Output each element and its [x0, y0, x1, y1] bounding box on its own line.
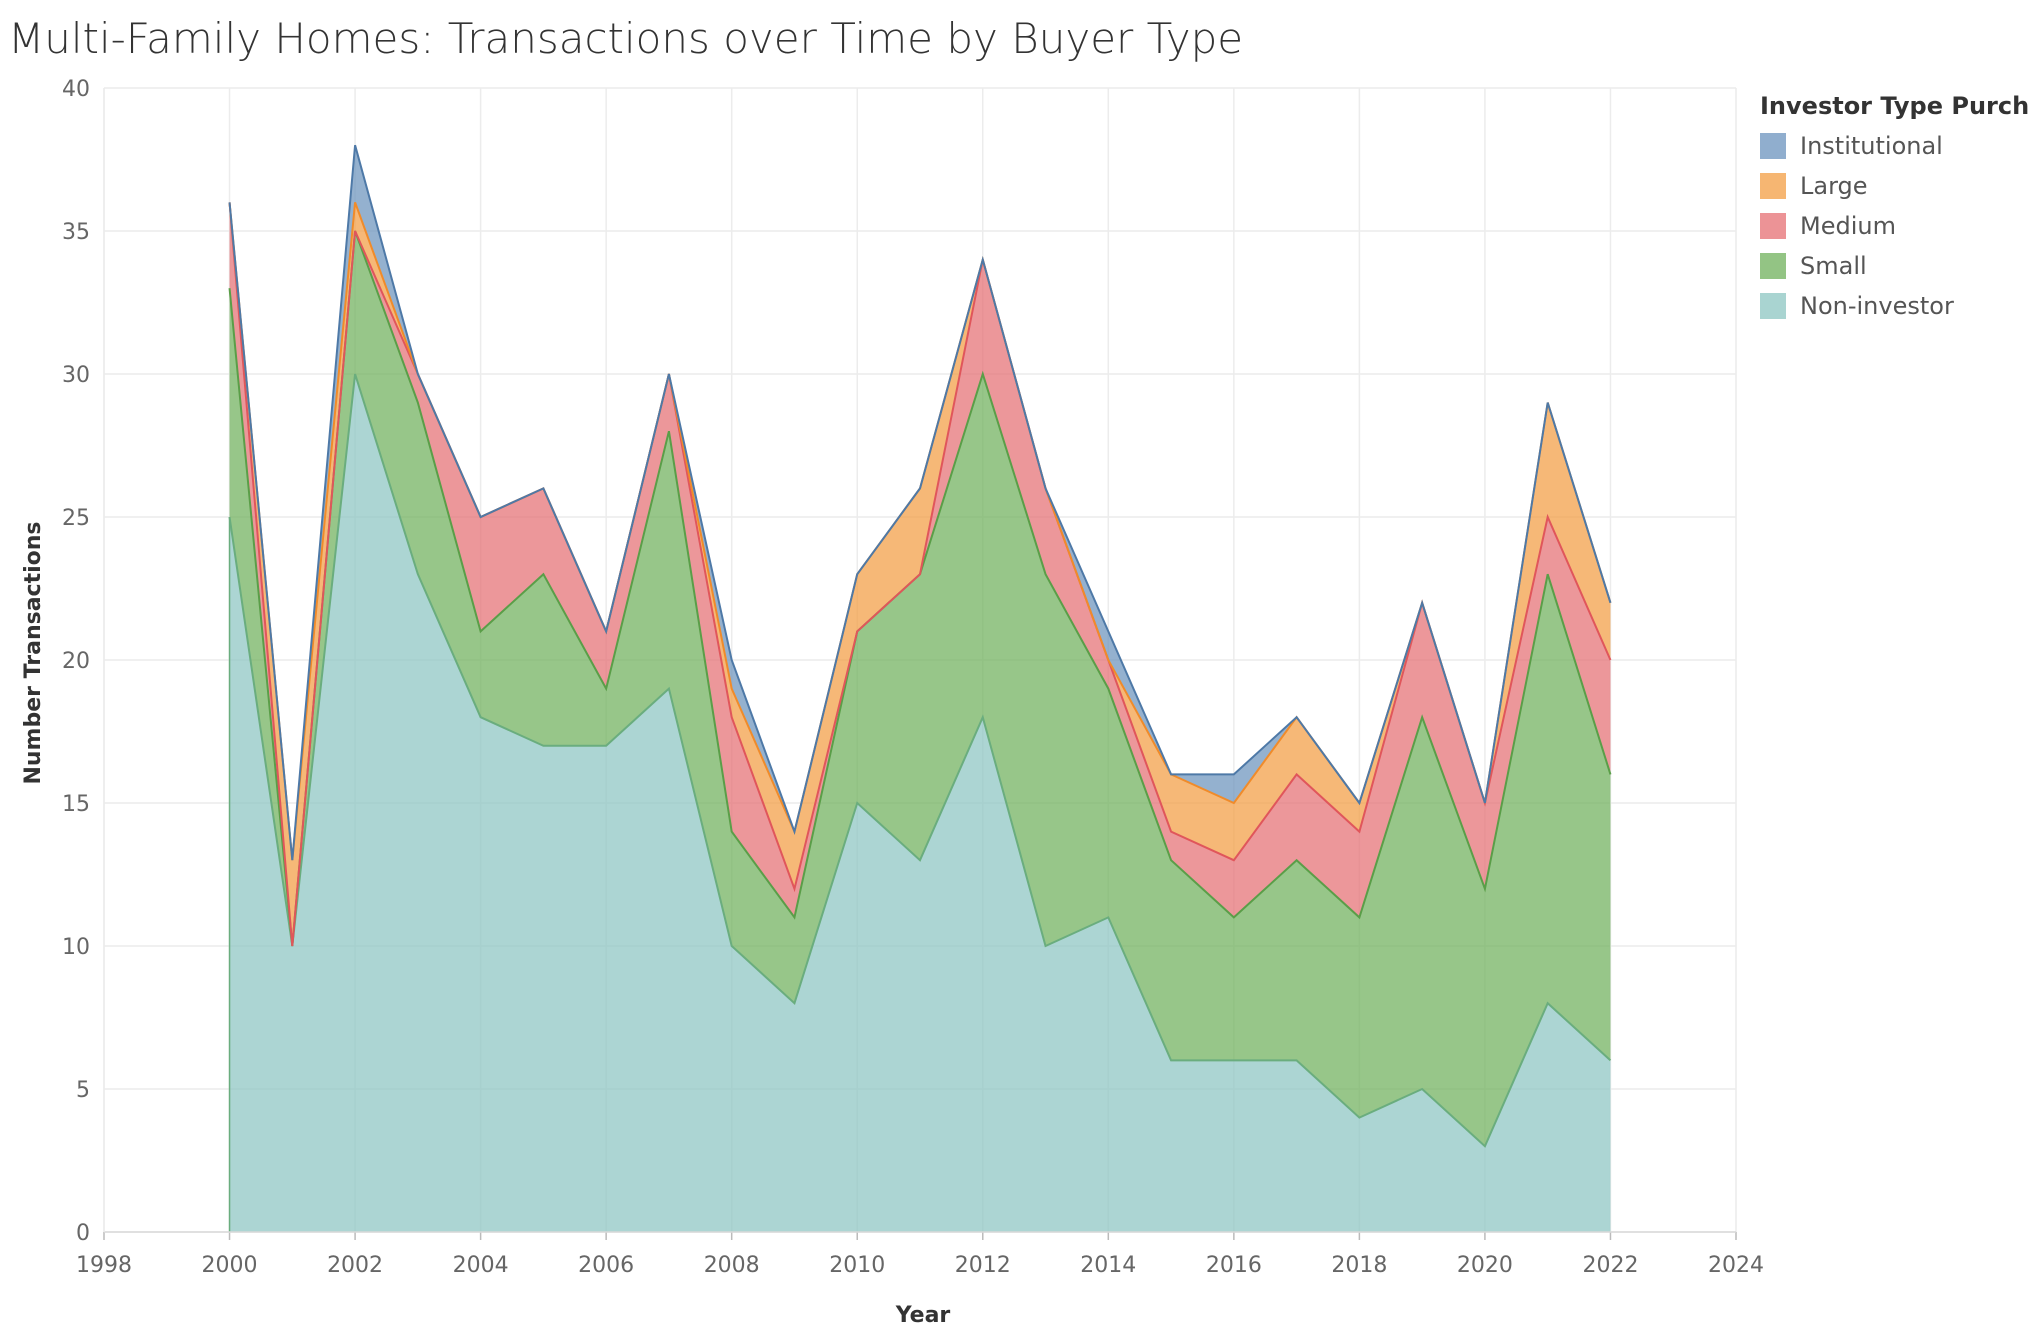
line-institutional	[228, 144, 1612, 861]
legend-label-non-investor: Non-investor	[1800, 292, 1954, 320]
legend-item-non-investor[interactable]: Non-investor	[1760, 286, 2028, 326]
legend-label-medium: Medium	[1800, 212, 1896, 240]
legend: Investor Type Purchase Institutional Larg…	[1760, 92, 2028, 326]
area-institutional[interactable]	[229, 145, 1611, 861]
legend-swatch-institutional	[1760, 133, 1786, 159]
legend-swatch-medium	[1760, 213, 1786, 239]
legend-label-small: Small	[1800, 252, 1867, 280]
area-non-investor[interactable]	[229, 374, 1611, 1232]
x-tick-label: 2000	[202, 1253, 258, 1278]
y-tick-label: 35	[62, 220, 90, 245]
x-axis-title: Year	[895, 1303, 951, 1328]
y-tick-label: 20	[62, 649, 90, 674]
y-tick-label: 25	[62, 506, 90, 531]
x-tick-label: 2006	[578, 1253, 634, 1278]
legend-swatch-small	[1760, 253, 1786, 279]
x-tick-label: 2022	[1582, 1253, 1638, 1278]
area-small[interactable]	[229, 231, 1611, 1147]
y-tick-label: 40	[62, 77, 90, 102]
x-tick-label: 2012	[955, 1253, 1011, 1278]
y-tick-label: 15	[62, 792, 90, 817]
y-tick-label: 30	[62, 363, 90, 388]
x-tick-label: 1998	[76, 1253, 132, 1278]
legend-item-medium[interactable]: Medium	[1760, 206, 2028, 246]
legend-label-institutional: Institutional	[1800, 132, 1943, 160]
legend-item-small[interactable]: Small	[1760, 246, 2028, 286]
x-tick-label: 2002	[327, 1253, 383, 1278]
x-tick-label: 2018	[1331, 1253, 1387, 1278]
legend-title: Investor Type Purchase	[1760, 92, 2028, 120]
x-tick-label: 2010	[829, 1253, 885, 1278]
x-tick-label: 2024	[1708, 1253, 1764, 1278]
x-tick-label: 2014	[1080, 1253, 1136, 1278]
area-medium[interactable]	[229, 202, 1611, 946]
legend-swatch-non-investor	[1760, 293, 1786, 319]
y-tick-label: 10	[62, 935, 90, 960]
legend-item-institutional[interactable]: Institutional	[1760, 126, 2028, 166]
y-tick-label: 0	[76, 1221, 90, 1246]
x-tick-label: 2020	[1457, 1253, 1513, 1278]
legend-swatch-large	[1760, 173, 1786, 199]
x-tick-label: 2004	[453, 1253, 509, 1278]
line-non-investor	[228, 373, 1612, 1148]
legend-label-large: Large	[1800, 172, 1868, 200]
legend-item-large[interactable]: Large	[1760, 166, 2028, 206]
y-axis-title: Number Transactions	[21, 521, 46, 784]
chart-title: Multi-Family Homes: Transactions over Ti…	[8, 14, 1244, 63]
y-tick-label: 5	[76, 1078, 90, 1103]
x-tick-label: 2016	[1206, 1253, 1262, 1278]
x-tick-label: 2008	[704, 1253, 760, 1278]
